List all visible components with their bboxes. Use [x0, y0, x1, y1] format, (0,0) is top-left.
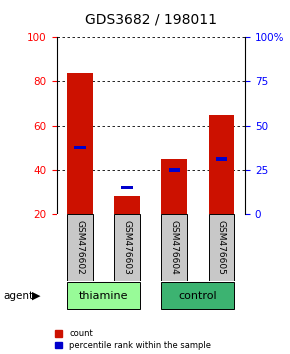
- Bar: [162, 214, 187, 281]
- Text: GSM476605: GSM476605: [217, 220, 226, 275]
- Bar: [216, 157, 227, 160]
- Bar: [67, 73, 93, 214]
- Bar: [122, 186, 133, 189]
- Text: GSM476602: GSM476602: [76, 221, 85, 275]
- Bar: [162, 282, 234, 309]
- Legend: count, percentile rank within the sample: count, percentile rank within the sample: [55, 329, 211, 350]
- Text: ▶: ▶: [32, 291, 41, 301]
- Text: agent: agent: [3, 291, 33, 301]
- Text: GDS3682 / 198011: GDS3682 / 198011: [85, 12, 217, 27]
- Bar: [74, 146, 86, 149]
- Text: GSM476603: GSM476603: [123, 220, 132, 275]
- Bar: [209, 214, 234, 281]
- Text: GSM476604: GSM476604: [170, 221, 179, 275]
- Bar: [114, 214, 140, 281]
- Text: thiamine: thiamine: [79, 291, 128, 301]
- Bar: [67, 282, 140, 309]
- Bar: [67, 214, 93, 281]
- Bar: [114, 196, 140, 214]
- Text: control: control: [179, 291, 217, 301]
- Bar: [168, 168, 180, 172]
- Bar: [162, 159, 187, 214]
- Bar: [209, 115, 234, 214]
